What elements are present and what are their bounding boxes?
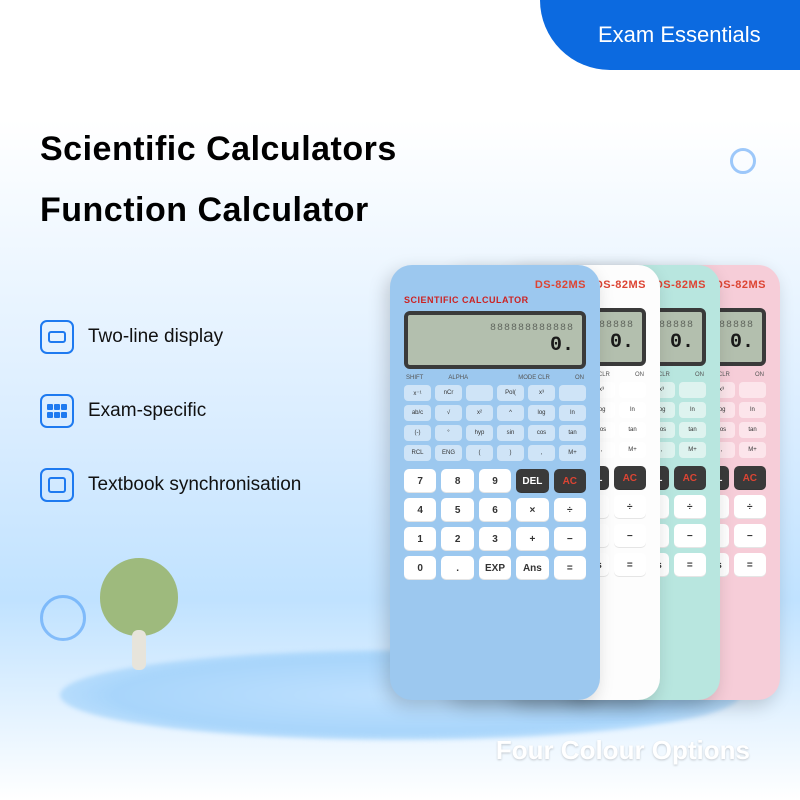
num-key[interactable]: − (554, 527, 586, 551)
num-key[interactable]: AC (674, 466, 706, 490)
num-key[interactable]: 7 (404, 469, 436, 493)
num-key[interactable]: 9 (479, 469, 511, 493)
lcd-screen: 8888888888880. (404, 311, 586, 369)
num-key[interactable]: ÷ (734, 495, 766, 519)
top-labels: SHIFTALPHAMODE CLRON (404, 375, 586, 381)
num-key[interactable]: 8 (441, 469, 473, 493)
fn-key[interactable]: ( (466, 445, 493, 461)
headline-line1: Scientific Calculators (40, 130, 397, 169)
fn-key[interactable]: M+ (679, 442, 706, 458)
num-key[interactable]: 6 (479, 498, 511, 522)
num-key[interactable]: 1 (404, 527, 436, 551)
num-key[interactable]: − (614, 524, 646, 548)
fn-key[interactable]: Pol( (497, 385, 524, 401)
num-key[interactable]: Ans (516, 556, 548, 580)
fn-key[interactable]: M+ (559, 445, 586, 461)
feature-list: Two-line display Exam-specific Textbook … (40, 320, 301, 502)
num-key[interactable]: AC (614, 466, 646, 490)
num-key[interactable]: 3 (479, 527, 511, 551)
display-icon (40, 320, 74, 354)
number-keys: 789DELAC 456×÷ 123+− 0.EXPAns= (404, 469, 586, 580)
fn-key[interactable]: ) (497, 445, 524, 461)
fn-key[interactable]: ^ (497, 405, 524, 421)
keyboard-icon (40, 394, 74, 428)
subtitle-label: SCIENTIFIC CALCULATOR (404, 295, 586, 305)
feature-item: Two-line display (40, 320, 301, 354)
fn-key[interactable]: nCr (435, 385, 462, 401)
num-key[interactable]: 5 (441, 498, 473, 522)
headline: Scientific Calculators Function Calculat… (40, 130, 397, 230)
fn-key[interactable]: (-) (404, 425, 431, 441)
fn-key[interactable]: tan (559, 425, 586, 441)
decor-ring (730, 148, 756, 174)
num-key[interactable]: ÷ (674, 495, 706, 519)
fn-key[interactable]: ln (559, 405, 586, 421)
num-key[interactable]: + (516, 527, 548, 551)
fn-key[interactable]: , (528, 445, 555, 461)
num-key[interactable]: EXP (479, 556, 511, 580)
feature-item: Exam-specific (40, 394, 301, 428)
fn-key[interactable]: √ (435, 405, 462, 421)
num-key[interactable]: − (674, 524, 706, 548)
fn-key[interactable]: ENG (435, 445, 462, 461)
num-key[interactable]: DEL (516, 469, 548, 493)
fn-key[interactable] (679, 382, 706, 398)
num-key[interactable]: 0 (404, 556, 436, 580)
fn-key[interactable]: x³ (528, 385, 555, 401)
fn-key[interactable]: ln (739, 402, 766, 418)
num-key[interactable]: ÷ (614, 495, 646, 519)
num-key[interactable]: = (734, 553, 766, 577)
badge-text: Exam Essentials (598, 22, 761, 48)
num-key[interactable]: AC (734, 466, 766, 490)
fn-key[interactable]: x² (466, 405, 493, 421)
num-key[interactable]: = (614, 553, 646, 577)
headline-line2: Function Calculator (40, 191, 397, 230)
num-key[interactable]: − (734, 524, 766, 548)
decor-ring (40, 595, 86, 641)
fn-key[interactable]: M+ (739, 442, 766, 458)
fn-key[interactable] (559, 385, 586, 401)
num-key[interactable]: . (441, 556, 473, 580)
feature-label: Exam-specific (88, 400, 206, 422)
fn-key[interactable] (739, 382, 766, 398)
model-label: DS-82MS (404, 279, 586, 291)
badge-exam-essentials: Exam Essentials (540, 0, 800, 70)
feature-item: Textbook synchronisation (40, 468, 301, 502)
calculator-lineup: DS-82MSSCIENTIFIC CALCULATOR888888888888… (390, 265, 780, 700)
fn-key[interactable]: RCL (404, 445, 431, 461)
fn-key[interactable]: log (528, 405, 555, 421)
num-key[interactable]: AC (554, 469, 586, 493)
fn-key[interactable]: ° (435, 425, 462, 441)
feature-label: Two-line display (88, 326, 223, 348)
fn-key[interactable]: ln (679, 402, 706, 418)
num-key[interactable]: ÷ (554, 498, 586, 522)
num-key[interactable]: = (674, 553, 706, 577)
fn-key[interactable]: tan (679, 422, 706, 438)
num-key[interactable]: = (554, 556, 586, 580)
fn-key[interactable]: tan (619, 422, 646, 438)
calculator-blue: DS-82MSSCIENTIFIC CALCULATOR888888888888… (390, 265, 600, 700)
fn-key[interactable]: M+ (619, 442, 646, 458)
num-key[interactable]: × (516, 498, 548, 522)
decor-tree (100, 558, 178, 670)
num-key[interactable]: 2 (441, 527, 473, 551)
feature-label: Textbook synchronisation (88, 474, 301, 496)
fn-key[interactable] (466, 385, 493, 401)
num-key[interactable]: 4 (404, 498, 436, 522)
fn-key[interactable]: tan (739, 422, 766, 438)
fn-key[interactable]: sin (497, 425, 524, 441)
footer-caption: Four Colour Options (496, 735, 750, 766)
function-keys: x⁻¹nCr Pol(x³ ab/c√x²^logln (-)°hypsincosta… (404, 385, 586, 461)
fn-key[interactable] (619, 382, 646, 398)
fn-key[interactable]: hyp (466, 425, 493, 441)
fn-key[interactable]: ab/c (404, 405, 431, 421)
fn-key[interactable]: cos (528, 425, 555, 441)
fn-key[interactable]: x⁻¹ (404, 385, 431, 401)
book-icon (40, 468, 74, 502)
fn-key[interactable]: ln (619, 402, 646, 418)
